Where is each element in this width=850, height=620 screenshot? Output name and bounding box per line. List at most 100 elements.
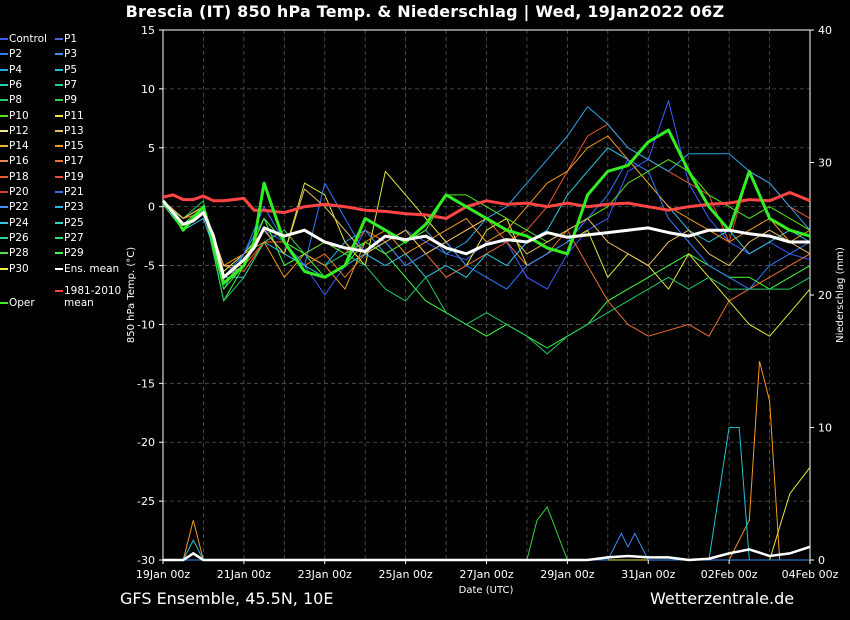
right-tick-label: 20 [818,289,832,302]
x-tick-label: 31Jan 00z [621,568,675,581]
series-line-p24 [162,147,811,278]
legend-label: P19 [64,170,84,183]
legend-label: P11 [64,109,84,122]
precipitation-series [163,361,811,562]
precip-line-ens-mean [163,545,811,562]
legend-label: P4 [9,63,23,76]
x-tick-label: 23Jan 00z [298,568,352,581]
legend-label: P23 [64,201,84,214]
legend-label: Control [9,33,47,45]
left-axis-ticks: 15 10 5 0 -5 -10 -15 -20 -25 -30 [137,24,163,567]
legend-swatch [0,114,8,117]
series-line-oper [161,128,811,285]
legend-swatch [0,175,8,178]
model-info: GFS Ensemble, 45.5N, 10E [120,589,334,608]
legend-swatch [55,160,63,163]
legend-swatch [0,236,8,239]
legend-swatch [0,206,8,209]
left-tick-label: -30 [137,554,155,567]
left-tick-label: 5 [148,142,155,155]
legend-swatch [55,129,63,132]
legend-swatch [55,252,63,255]
legend-label: P1 [64,33,78,45]
legend-swatch [55,145,63,148]
x-tick-label: 02Feb 00z [701,568,758,581]
legend-label: P17 [64,155,84,168]
x-tick-label: 21Jan 00z [217,568,271,581]
right-tick-label: 0 [818,554,825,567]
right-tick-label: 40 [818,24,832,37]
legend-label: P22 [9,201,29,214]
left-tick-label: -10 [137,318,155,331]
legend-label: P29 [64,247,84,260]
legend-swatch [55,191,63,193]
legend-label: P12 [9,124,29,137]
left-tick-label: -5 [144,260,155,273]
source-credit: Wetterzentrale.de [650,589,795,608]
right-tick-label: 30 [818,157,832,170]
legend-label: P14 [9,140,29,153]
legend-label: P26 [9,231,29,244]
legend-swatch [0,221,8,224]
legend-swatch [55,290,63,292]
right-axis-label: Niederschlag (mm) [835,247,846,343]
left-axis-label: 850 hPa Temp. (°C) [126,247,137,343]
series-line-1981-2010-mean [162,191,811,220]
legend-label: P18 [9,170,29,183]
series-line-p2 [162,159,811,290]
legend-swatch [0,252,8,255]
legend-swatch [0,38,8,40]
legend-swatch [55,53,63,56]
x-axis-label: Date (UTC) [459,585,514,596]
legend-swatch [0,83,8,86]
legend-label: P24 [9,216,29,229]
legend-label: P13 [64,124,84,137]
legend-swatch [0,267,8,270]
legend-label: P7 [64,78,78,91]
legend-swatch [55,38,63,40]
legend-label: P3 [64,48,78,61]
legend-swatch [0,129,8,132]
legend-swatch [0,53,8,56]
series-line-p29 [162,203,811,349]
left-tick-label: -15 [137,377,155,390]
legend-swatch [0,302,8,304]
legend-label: P16 [9,155,29,168]
left-tick-label: 15 [141,24,155,37]
legend-label: P8 [9,94,23,107]
legend-swatch [0,99,8,102]
x-tick-label: 04Feb 00z [782,568,839,581]
series-line-p10 [162,159,811,290]
legend-label: P25 [64,216,84,229]
series-line-ens-mean [161,199,810,279]
legend-swatch [55,267,63,270]
legend-label: Ens. mean [64,262,120,275]
legend-swatch [55,114,63,117]
x-axis-ticks: 19Jan 00z 21Jan 00z 23Jan 00z 25Jan 00z 27Ja… [136,560,839,581]
temperature-series [161,100,811,355]
legend-label: P27 [64,231,84,244]
left-tick-label: -25 [137,495,155,508]
legend-label: P28 [9,247,29,260]
x-tick-label: 25Jan 00z [379,568,433,581]
legend-label: P5 [64,63,78,76]
chart-title: Brescia (IT) 850 hPa Temp. & Niederschla… [125,2,725,21]
legend-swatch [55,236,63,239]
left-tick-label: 0 [148,201,155,214]
legend-swatch [55,99,63,102]
legend-swatch [55,68,63,71]
legend-label: P30 [9,262,29,275]
left-tick-label: 10 [141,83,155,96]
right-tick-label: 10 [818,422,832,435]
series-line-p15 [162,135,811,290]
x-tick-label: 29Jan 00z [540,568,594,581]
legend-swatch [55,83,63,86]
legend-label: Oper [9,297,35,309]
legend-swatch [55,206,63,209]
legend-label: P9 [64,94,78,107]
legend-label: 1981-2010 mean [64,285,122,309]
legend-label: P6 [9,78,23,91]
legend-swatch [55,221,63,224]
legend-swatch [0,145,8,148]
